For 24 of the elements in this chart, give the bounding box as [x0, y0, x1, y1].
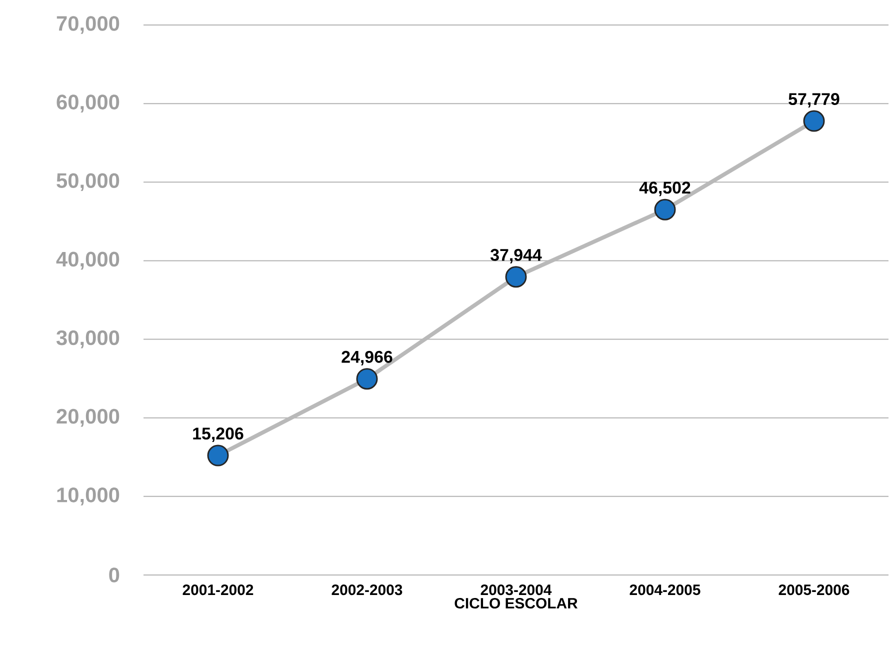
point	[505, 266, 527, 288]
x-tick-label: 2005-2006	[778, 584, 850, 596]
point	[654, 198, 676, 220]
y-tick-label: 30,000	[56, 330, 120, 348]
x-tick-label: 2004-2005	[630, 584, 700, 596]
data-label: 46,502	[639, 182, 690, 196]
x-tick-label: 2002-2003	[332, 584, 402, 596]
y-tick-label: 10,000	[57, 488, 120, 506]
data-label: 15,206	[193, 428, 244, 442]
y-tick-label: 0	[109, 568, 120, 582]
y-tick-label: 40,000	[56, 252, 120, 270]
data-label: 24,966	[342, 350, 392, 366]
point	[803, 110, 825, 132]
y-tick-label: 20,000	[56, 408, 120, 427]
point	[207, 444, 229, 466]
y-tick-label: 50,000	[56, 173, 120, 192]
x-tick-label: 2001-2002	[182, 584, 254, 596]
x-axis-title: CICLO ESCOLAR	[454, 598, 578, 609]
y-tick-label: 60,000	[56, 94, 120, 112]
data-label: 37,944	[490, 248, 542, 264]
x-tick-label: 2003-2004	[480, 584, 552, 596]
data-label: 57,779	[788, 93, 840, 108]
y-tick-label: 70,000	[56, 16, 120, 34]
point	[356, 368, 378, 390]
